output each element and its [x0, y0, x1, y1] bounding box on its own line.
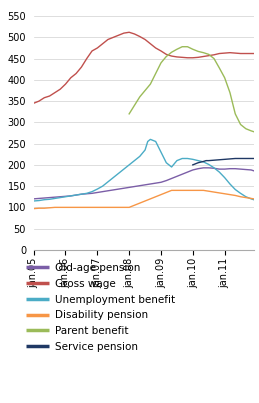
Legend: Old-age pension, Gross wage, Unemployment benefit, Disability pension, Parent be: Old-age pension, Gross wage, Unemploymen… [26, 263, 175, 352]
